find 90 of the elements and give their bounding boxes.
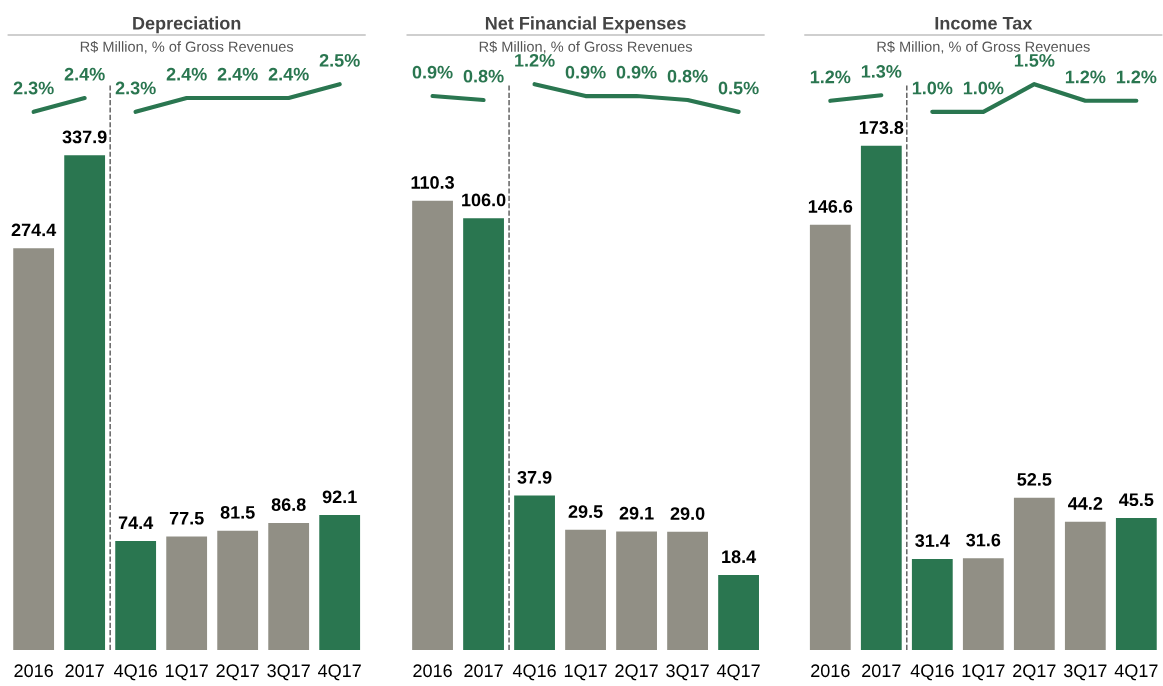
x-tick-label: 2Q17 [1013, 664, 1056, 681]
data-label: 2.4% [217, 67, 258, 81]
data-label: 110.3 [411, 176, 454, 189]
bar [911, 558, 953, 650]
data-label: 2.4% [166, 67, 207, 81]
data-label: 2.4% [268, 67, 309, 81]
bar [514, 495, 555, 650]
bar [217, 530, 259, 650]
x-tick-label: 1Q17 [962, 664, 1005, 681]
data-label: 173.8 [859, 121, 904, 134]
chart-subtitle: R$ Million, % of Gross Revenues [877, 40, 1090, 54]
data-label: 1.0% [912, 81, 953, 95]
x-tick-label: 1Q17 [564, 664, 607, 681]
bar [412, 200, 453, 650]
data-label: 92.1 [322, 490, 357, 504]
data-label: 0.9% [565, 65, 606, 79]
data-label: 1.2% [1116, 70, 1157, 84]
data-label: 29.5 [568, 505, 603, 518]
data-label: 2.4% [64, 67, 105, 81]
data-label: 1.2% [810, 70, 851, 84]
data-label: 52.5 [1017, 473, 1052, 486]
x-tick-label: 3Q17 [666, 664, 709, 681]
data-label: 2.3% [13, 81, 54, 95]
data-label: 77.5 [169, 512, 204, 525]
data-label: 0.9% [412, 65, 453, 79]
data-label: 1.3% [861, 65, 902, 78]
chart-subtitle: R$ Million, % of Gross Revenues [80, 40, 294, 54]
x-tick-label: 2016 [811, 664, 850, 678]
data-label: 2.3% [115, 81, 156, 95]
data-label: 146.6 [808, 200, 853, 213]
bar [64, 155, 106, 650]
x-tick-label: 4Q17 [1114, 664, 1158, 681]
data-label: 1.2% [515, 53, 555, 67]
chart-subtitle: R$ Million, % of Gross Revenues [479, 40, 693, 54]
bar [718, 575, 759, 650]
data-label: 74.4 [118, 516, 154, 529]
bar [616, 531, 657, 650]
data-label: 0.8% [667, 69, 708, 83]
chart-title: Net Financial Expenses [485, 16, 686, 34]
x-tick-label: 2017 [464, 664, 503, 678]
bar [809, 224, 851, 650]
x-tick-label: 3Q17 [1063, 664, 1107, 681]
bar [463, 218, 504, 650]
data-label: 45.5 [1119, 493, 1154, 507]
x-tick-label: 2017 [65, 664, 104, 678]
data-label: 0.9% [616, 65, 657, 79]
x-tick-label: 2016 [14, 664, 53, 678]
bar [115, 541, 157, 650]
data-label: 0.5% [718, 81, 759, 95]
data-label: 274.4 [11, 223, 57, 237]
x-tick-label: 4Q16 [910, 664, 954, 681]
x-tick-label: 4Q16 [512, 664, 556, 681]
data-label: 31.6 [966, 533, 1001, 547]
x-tick-label: 2016 [413, 664, 452, 678]
bar [1013, 497, 1055, 650]
data-label: 29.1 [619, 506, 654, 520]
data-label: 44.2 [1068, 497, 1103, 510]
data-label: 29.0 [670, 507, 705, 520]
data-label: 31.4 [915, 534, 950, 548]
x-tick-label: 2Q17 [615, 664, 658, 681]
x-tick-label: 4Q17 [716, 664, 760, 681]
data-label: 37.9 [517, 470, 552, 484]
chart-title: Income Tax [935, 17, 1033, 30]
bar [667, 531, 708, 650]
bar [1115, 517, 1157, 650]
bar [166, 536, 208, 650]
x-tick-label: 4Q16 [113, 664, 157, 681]
data-label: 1.2% [1065, 70, 1106, 84]
data-label: 86.8 [271, 498, 306, 511]
data-label: 106.0 [462, 193, 506, 207]
bar [13, 248, 55, 650]
x-tick-label: 1Q17 [165, 664, 208, 681]
data-label: 81.5 [220, 505, 255, 519]
data-label: 18.4 [722, 550, 757, 564]
bar [565, 529, 606, 650]
bar [860, 145, 902, 650]
data-label: 1.0% [963, 81, 1004, 95]
bar [319, 515, 361, 650]
x-tick-label: 2Q17 [216, 664, 259, 681]
x-tick-label: 3Q17 [267, 664, 310, 681]
x-tick-label: 4Q17 [318, 664, 361, 681]
bar [962, 558, 1004, 650]
bar [268, 522, 310, 650]
data-label: 2.5% [319, 53, 360, 67]
data-label: 0.8% [463, 69, 504, 83]
data-label: 1.5% [1014, 53, 1055, 67]
chart-title: Depreciation [133, 16, 241, 34]
bar [1064, 521, 1106, 650]
x-tick-label: 2017 [862, 664, 901, 678]
data-label: 337.9 [62, 130, 107, 144]
